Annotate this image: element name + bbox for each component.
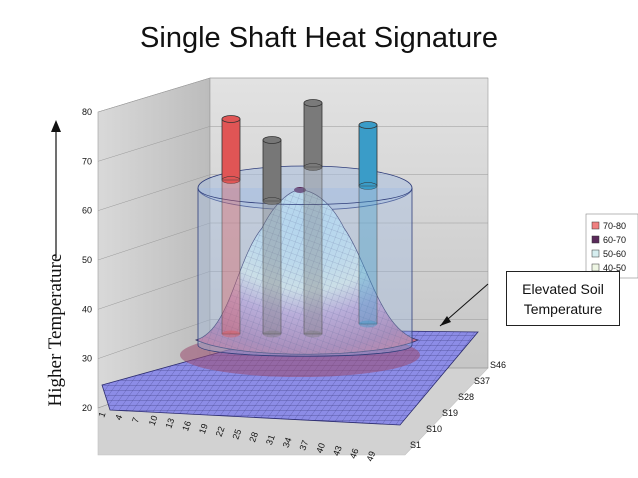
x-tick-label: 28 xyxy=(247,431,260,444)
shaft-gray-left xyxy=(262,136,282,338)
x-tick-label: 10 xyxy=(147,414,160,427)
gridline xyxy=(97,77,211,113)
callout-line-1: Elevated Soil xyxy=(522,280,604,297)
y-tick-label: S1 xyxy=(410,440,421,450)
gridline xyxy=(97,319,211,359)
shaft-blue xyxy=(358,121,378,328)
z-tick-label: 50 xyxy=(82,255,92,265)
legend-label: 40-50 xyxy=(603,263,626,273)
x-tick-label: 37 xyxy=(297,439,310,452)
page-title: Single Shaft Heat Signature xyxy=(140,22,498,54)
y-tick-label: S19 xyxy=(442,408,458,418)
x-tick-label: 46 xyxy=(348,447,361,460)
z-tick-label: 30 xyxy=(82,354,92,364)
x-axis-ticks: 1 4 7 10 13 16 19 22 25 28 31 34 37 40 43 46 49 xyxy=(96,411,377,463)
legend-label: 50-60 xyxy=(603,249,626,259)
y-tick-label: S46 xyxy=(490,360,506,370)
higher-temperature-label: Higher Temperature xyxy=(45,253,66,407)
gridline xyxy=(97,271,211,310)
x-tick-label: 25 xyxy=(230,428,243,441)
y-tick-label: S28 xyxy=(458,392,474,402)
x-tick-label: 43 xyxy=(331,444,344,457)
z-tick-label: 20 xyxy=(82,403,92,413)
x-tick-label: 19 xyxy=(197,422,210,435)
y-tick-label: S37 xyxy=(474,376,490,386)
shaft-gray-center xyxy=(303,99,323,338)
x-tick-label: 49 xyxy=(364,450,377,463)
callout-line-2: Temperature xyxy=(523,300,603,317)
shafts xyxy=(221,99,378,338)
higher-temperature-arrow xyxy=(51,120,61,258)
legend-label: 70-80 xyxy=(603,221,626,231)
z-axis-ticks: 20 30 40 50 60 70 80 xyxy=(82,107,92,413)
legend-label: 60-70 xyxy=(603,235,626,245)
z-tick-label: 60 xyxy=(82,206,92,216)
gridline xyxy=(97,174,211,211)
legend-swatch xyxy=(591,221,600,230)
x-tick-label: 4 xyxy=(113,413,124,421)
legend-swatch xyxy=(591,235,600,244)
legend-swatch xyxy=(591,249,600,258)
x-tick-label: 40 xyxy=(314,442,327,455)
z-tick-label: 70 xyxy=(82,156,92,166)
cylinder xyxy=(197,187,413,357)
y-tick-label: S10 xyxy=(426,424,442,434)
legend: 70-80 60-70 50-60 40-50 xyxy=(585,213,638,279)
x-tick-label: 7 xyxy=(130,416,141,424)
x-tick-label: 1 xyxy=(96,411,107,419)
x-tick-label: 22 xyxy=(214,425,227,438)
x-tick-label: 34 xyxy=(281,436,294,449)
shaft-red xyxy=(221,115,241,338)
x-tick-label: 13 xyxy=(163,417,176,430)
legend-swatch xyxy=(591,263,600,272)
x-tick-label: 16 xyxy=(180,420,193,433)
callout-arrow xyxy=(439,283,489,327)
elevated-soil-callout: Elevated Soil Temperature xyxy=(506,271,620,326)
x-tick-label: 31 xyxy=(264,433,277,446)
gridline xyxy=(97,222,211,261)
z-tick-label: 80 xyxy=(82,107,92,117)
gridline xyxy=(97,126,211,162)
heat-mound xyxy=(194,187,420,355)
z-tick-label: 40 xyxy=(82,304,92,314)
